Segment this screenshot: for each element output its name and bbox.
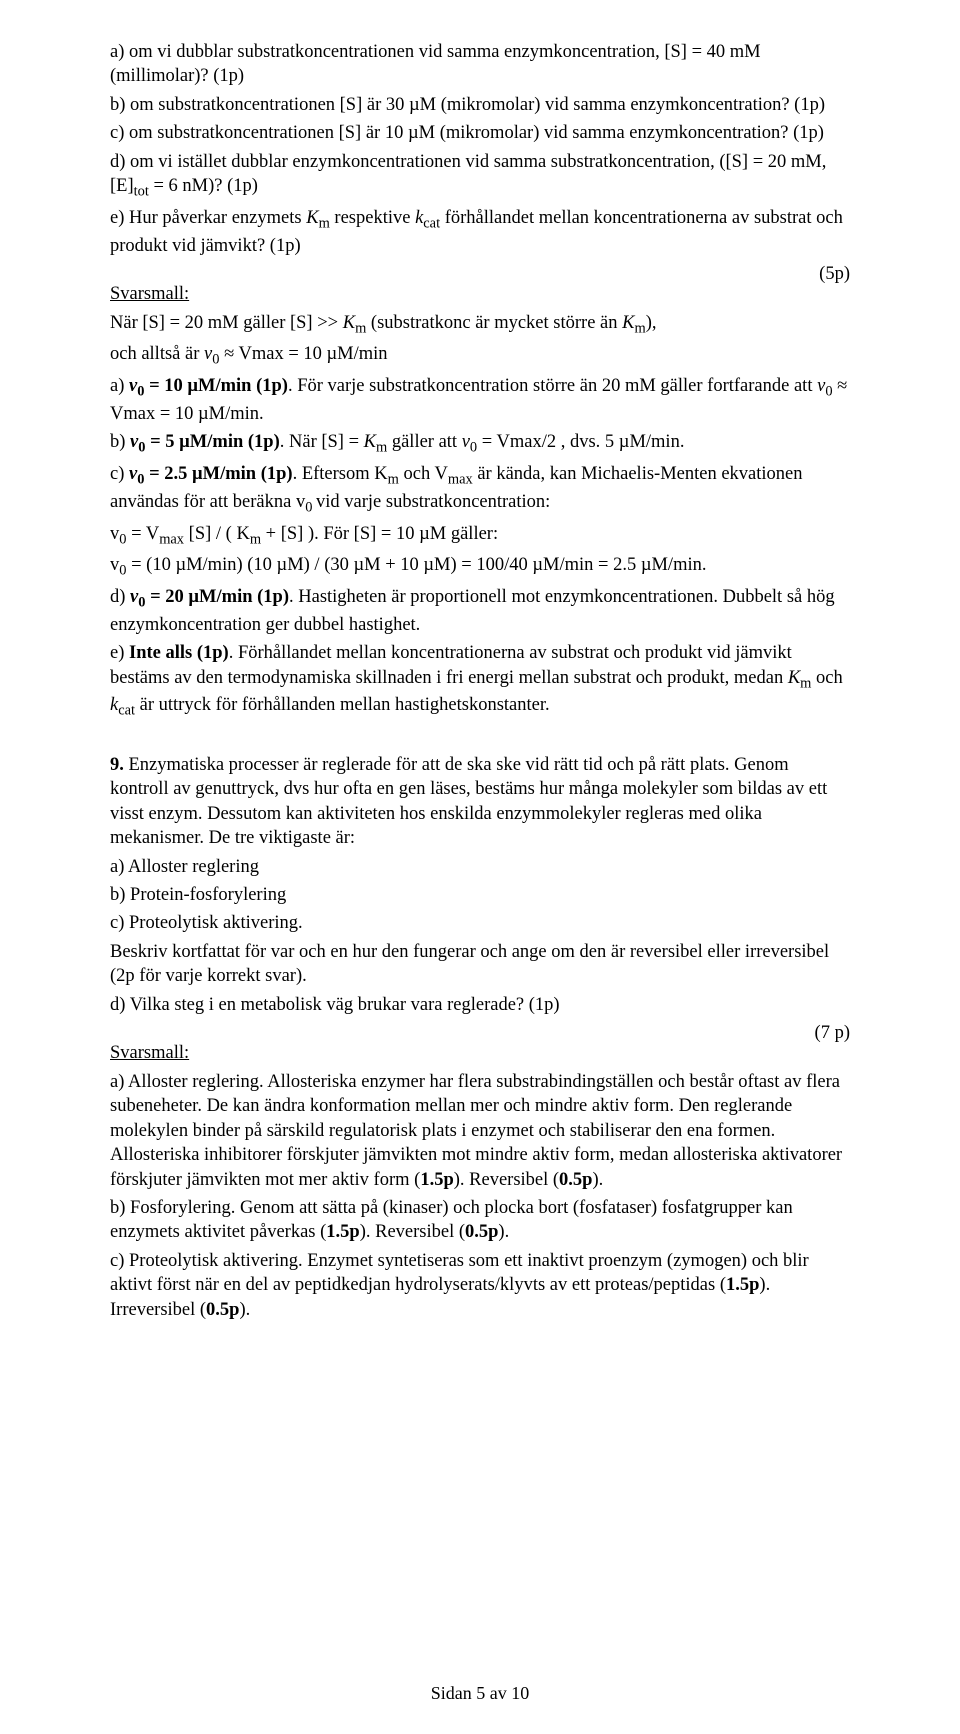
t: = (10 µM/min) (10 µM) / (30 µM + 10 µM) … [126, 555, 706, 575]
t: 1.5p [726, 1275, 759, 1295]
t: K [622, 313, 634, 333]
q8-ans-intro: När [S] = 20 mM gäller [S] >> Km (substr… [110, 311, 850, 339]
q9-svarsmall: Svarsmall: [110, 1041, 850, 1065]
q8-e-km-sub: m [319, 215, 330, 231]
t: m [376, 440, 387, 456]
q9-d: d) Vilka steg i en metabolisk väg brukar… [110, 993, 850, 1017]
t: a) [110, 376, 129, 396]
q8-ans-b: b) v0 = 5 µM/min (1p). När [S] = Km gäll… [110, 430, 850, 458]
t: ). [239, 1300, 250, 1320]
t: v [110, 555, 119, 575]
q8-ans-intro2: och alltså är v0 ≈ Vmax = 10 µM/min [110, 342, 850, 370]
q9-desc: Beskriv kortfattat för var och en hur de… [110, 940, 850, 989]
q9-b: b) Protein-fosforylering [110, 883, 850, 907]
q8-ans-d: d) v0 = 20 µM/min (1p). Hastigheten är p… [110, 585, 850, 637]
t: max [159, 531, 184, 547]
t: Enzymatiska processer är reglerade för a… [110, 755, 827, 848]
t: d) [110, 587, 130, 607]
t: När [S] = 20 mM gäller [S] >> [110, 313, 343, 333]
t: och V [399, 464, 448, 484]
t: 0.5p [206, 1300, 239, 1320]
q8-a: a) om vi dubblar substratkoncentrationen… [110, 40, 850, 89]
q9-ans-a: a) Alloster reglering. Allosteriska enzy… [110, 1070, 850, 1192]
t: = 5 µM/min (1p) [145, 432, 279, 452]
q9-intro: 9. Enzymatiska processer är reglerade fö… [110, 753, 850, 851]
t: 0.5p [465, 1222, 498, 1242]
q8-c: c) om substratkoncentrationen [S] är 10 … [110, 121, 850, 145]
t: max [448, 472, 473, 488]
t: = Vmax/2 , dvs. 5 µM/min. [477, 432, 684, 452]
t: (substratkonc är mycket större än [366, 313, 622, 333]
q8-d: d) om vi istället dubblar enzymkoncentra… [110, 150, 850, 202]
t: m [250, 531, 261, 547]
q8-ans-a: a) v 0 = 10 µM/min (1p). För varje substr… [110, 374, 850, 426]
t: m [355, 320, 366, 336]
t: Inte alls (1p) [129, 643, 229, 663]
t: ≈ Vmax = 10 µM/min [219, 344, 387, 364]
t: K [788, 668, 800, 688]
q8-ans-e: e) Inte alls (1p). Förhållandet mellan k… [110, 641, 850, 721]
t: + [S] ). För [S] = 10 µM gäller: [261, 524, 498, 544]
t: ), [646, 313, 657, 333]
t: . För varje substratkoncentration större… [288, 376, 817, 396]
q8-d-post: = 6 nM)? (1p) [149, 176, 258, 196]
t: m [388, 472, 399, 488]
t: ). [498, 1222, 509, 1242]
page-footer: Sidan 5 av 10 [0, 1682, 960, 1706]
t: v [204, 344, 212, 364]
q8-e: e) Hur påverkar enzymets Km respektive k… [110, 206, 850, 258]
t: ). [592, 1170, 603, 1190]
q8-e-pre: e) Hur påverkar enzymets [110, 208, 306, 228]
t: och alltså är [110, 344, 204, 364]
t: = 2.5 µM/min (1p) [144, 464, 292, 484]
t: m [800, 675, 811, 691]
page: a) om vi dubblar substratkoncentrationen… [0, 0, 960, 1734]
q8-b: b) om substratkoncentrationen [S] är 30 … [110, 93, 850, 117]
q9-a: a) Alloster reglering [110, 855, 850, 879]
q8-ans-c-eq1: v0 = Vmax [S] / ( Km + [S] ). För [S] = … [110, 522, 850, 550]
t: ). Reversibel ( [454, 1170, 559, 1190]
t: gäller att [387, 432, 461, 452]
t: 1.5p [420, 1170, 453, 1190]
t: e) [110, 643, 129, 663]
q8-ans-c-eq2: v0 = (10 µM/min) (10 µM) / (30 µM + 10 µ… [110, 553, 850, 581]
t: c) Proteolytisk aktivering. Enzymet synt… [110, 1251, 809, 1295]
t: = V [126, 524, 159, 544]
q8-svarsmall: Svarsmall: [110, 282, 850, 306]
t: m [634, 320, 645, 336]
q9-ans-b: b) Fosforylering. Genom att sätta på (ki… [110, 1196, 850, 1245]
q8-ans-c: c) v 0 = 2.5 µM/min (1p). Eftersom Km och… [110, 462, 850, 517]
q8-e-km: K [306, 208, 318, 228]
t: K [343, 313, 355, 333]
t: k [110, 695, 118, 715]
t: c) [110, 464, 129, 484]
t: K [364, 432, 376, 452]
t: och [811, 668, 842, 688]
t: 0.5p [559, 1170, 592, 1190]
t: [S] / ( K [184, 524, 250, 544]
q9-number: 9. [110, 755, 124, 775]
t: v [462, 432, 470, 452]
t: v [129, 464, 137, 484]
t: = 20 µM/min (1p) [145, 587, 289, 607]
t: . När [S] = [280, 432, 364, 452]
t: 0 [305, 499, 316, 515]
t: är uttryck för förhållanden mellan hasti… [135, 695, 550, 715]
t: vid varje substratkoncentration: [316, 492, 550, 512]
t: 0 [825, 384, 832, 400]
t: cat [118, 703, 135, 719]
q9-ans-c: c) Proteolytisk aktivering. Enzymet synt… [110, 1249, 850, 1322]
t: = 10 µM/min (1p) [144, 376, 288, 396]
t: . Eftersom K [293, 464, 388, 484]
t: ). Reversibel ( [360, 1222, 465, 1242]
q8-d-sub: tot [134, 184, 149, 200]
q8-e-kcat-sub: cat [423, 215, 440, 231]
t: b) [110, 432, 130, 452]
t: v [129, 376, 137, 396]
q9-c: c) Proteolytisk aktivering. [110, 911, 850, 935]
t: v [110, 524, 119, 544]
q8-e-mid1: respektive [330, 208, 415, 228]
t: 1.5p [326, 1222, 359, 1242]
